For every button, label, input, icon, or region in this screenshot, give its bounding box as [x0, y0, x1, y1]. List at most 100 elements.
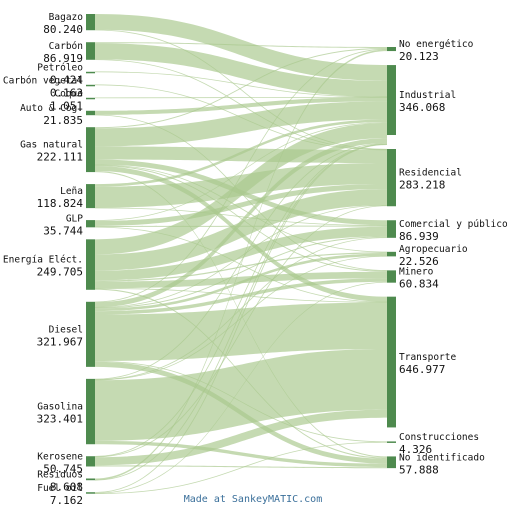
nodes [86, 14, 396, 494]
flow-diesel-to-no-energetico[interactable] [94, 48, 388, 303]
flow-glp-to-industrial[interactable] [95, 122, 387, 221]
source-value-petroleo: 0.424 [50, 74, 83, 87]
source-name-petroleo: Petróleo [37, 63, 83, 74]
source-value-glp: 35.744 [43, 225, 83, 238]
source-value-residuos: 8.608 [50, 480, 83, 493]
flow-petroleo-to-industrial[interactable] [94, 71, 388, 98]
source-name-carbon: Carbón [49, 41, 83, 52]
target-name-agropecuario: Agropecuario [399, 244, 468, 255]
flow-lena-to-comercial-y-publico[interactable] [94, 207, 388, 226]
flow-diesel-to-industrial[interactable] [95, 138, 387, 308]
target-name-residencial: Residencial [399, 168, 462, 179]
source-value-kerosene: 50.745 [43, 462, 83, 475]
flow-fuel-oil-to-minero[interactable] [95, 281, 387, 494]
target-node-transporte[interactable] [387, 296, 396, 428]
flow-gasolina-to-comercial-y-publico[interactable] [94, 237, 388, 381]
source-node-carbon-vegetal[interactable] [86, 84, 95, 87]
flow-kerosene-to-no-identificado[interactable] [95, 465, 387, 469]
source-value-carbon-vegetal: 0.163 [50, 87, 83, 100]
source-value-coque: 1.051 [50, 100, 83, 113]
source-name-gasolina: Gasolina [37, 402, 83, 413]
target-value-no-energetico: 20.123 [399, 50, 439, 63]
flow-diesel-to-comercial-y-publico[interactable] [95, 236, 387, 309]
source-node-petroleo[interactable] [86, 71, 95, 74]
source-value-energia-elect: 249.705 [37, 266, 83, 279]
source-node-coque[interactable] [86, 97, 95, 100]
source-node-glp[interactable] [86, 220, 95, 228]
flow-bagazo-to-industrial[interactable] [95, 14, 387, 81]
source-name-auto-cog: Auto & Cog. [20, 103, 83, 114]
target-name-comercial-y-publico: Comercial y público [399, 219, 507, 230]
source-node-kerosene[interactable] [86, 456, 95, 467]
flow-kerosene-to-industrial[interactable] [94, 143, 388, 457]
target-value-industrial: 346.068 [399, 101, 445, 114]
flow-gas-natural-to-no-energetico[interactable] [95, 48, 387, 129]
source-value-lena: 118.824 [37, 197, 84, 210]
flow-kerosene-to-transporte[interactable] [95, 409, 387, 466]
target-node-industrial[interactable] [387, 65, 396, 136]
target-value-construcciones: 4.326 [399, 443, 432, 456]
target-name-industrial: Industrial [399, 90, 456, 101]
target-node-comercial-y-publico[interactable] [387, 220, 396, 238]
flow-gasolina-to-industrial[interactable] [94, 143, 388, 380]
flow-links [94, 14, 388, 495]
flow-fuel-oil-to-construcciones[interactable] [94, 441, 388, 495]
flow-gas-natural-to-agropecuario[interactable] [94, 164, 388, 253]
target-node-construcciones[interactable] [387, 441, 396, 443]
source-name-lena: Leña [60, 186, 83, 197]
source-name-coque: Coque [54, 89, 83, 100]
source-node-gas-natural[interactable] [86, 127, 95, 173]
flow-lena-to-industrial[interactable] [95, 119, 387, 187]
flow-kerosene-to-residencial[interactable] [94, 205, 388, 458]
source-node-auto-cog[interactable] [86, 110, 95, 116]
source-name-bagazo: Bagazo [49, 12, 84, 23]
flow-energia-elect-to-minero[interactable] [95, 271, 387, 289]
target-node-agropecuario[interactable] [387, 251, 396, 257]
source-node-gasolina[interactable] [86, 378, 95, 445]
credit-text[interactable]: Made at SankeyMATIC.com [184, 494, 322, 505]
source-node-diesel[interactable] [86, 301, 95, 367]
target-value-transporte: 646.977 [399, 363, 445, 376]
target-name-no-energetico: No energético [399, 39, 474, 50]
flow-fuel-oil-to-industrial[interactable] [94, 144, 388, 493]
source-node-lena[interactable] [86, 184, 95, 209]
flow-diesel-to-residencial[interactable] [94, 204, 388, 308]
target-node-residencial[interactable] [387, 149, 396, 207]
flow-auto-cog-to-industrial[interactable] [95, 97, 387, 115]
flow-glp-to-residencial[interactable] [95, 184, 387, 226]
source-value-diesel: 321.967 [37, 335, 83, 348]
flow-residuos-to-no-energetico[interactable] [95, 49, 387, 481]
flow-gas-natural-to-minero[interactable] [95, 164, 387, 272]
target-value-agropecuario: 22.526 [399, 255, 439, 268]
flow-coque-to-industrial[interactable] [94, 96, 388, 99]
flow-diesel-to-minero[interactable] [95, 278, 387, 315]
source-name-fuel-oil: Fuel oil [37, 483, 83, 494]
source-node-residuos[interactable] [86, 478, 95, 481]
source-node-bagazo[interactable] [86, 14, 95, 31]
flow-gas-natural-to-industrial[interactable] [95, 101, 387, 147]
target-node-minero[interactable] [387, 270, 396, 283]
target-node-no-energetico[interactable] [387, 47, 396, 52]
target-name-no-identificado: No identificado [399, 452, 485, 463]
target-value-residencial: 283.218 [399, 179, 445, 192]
flow-energia-elect-to-industrial[interactable] [95, 122, 387, 255]
source-name-diesel: Diesel [49, 324, 83, 335]
source-node-carbon[interactable] [86, 42, 95, 60]
flow-energia-elect-to-comercial-y-publico[interactable] [95, 226, 387, 281]
source-node-fuel-oil[interactable] [86, 492, 95, 494]
flow-diesel-to-agropecuario[interactable] [95, 253, 387, 312]
source-name-energia-elect: Energía Eléct. [3, 255, 83, 266]
flow-gasolina-to-transporte[interactable] [95, 348, 387, 441]
flow-residuos-to-industrial[interactable] [94, 143, 388, 481]
source-node-energia-elect[interactable] [86, 239, 95, 290]
source-value-gas-natural: 222.111 [37, 151, 83, 164]
flow-carbon-to-no-energetico[interactable] [95, 42, 387, 49]
target-name-construcciones: Construcciones [399, 432, 479, 443]
target-node-no-identificado[interactable] [387, 456, 396, 469]
flow-energia-elect-to-agropecuario[interactable] [95, 252, 387, 282]
flow-gasolina-to-no-identificado[interactable] [95, 440, 387, 468]
flow-energia-elect-to-residencial[interactable] [95, 189, 387, 271]
flow-carbon-to-industrial[interactable] [95, 43, 387, 97]
